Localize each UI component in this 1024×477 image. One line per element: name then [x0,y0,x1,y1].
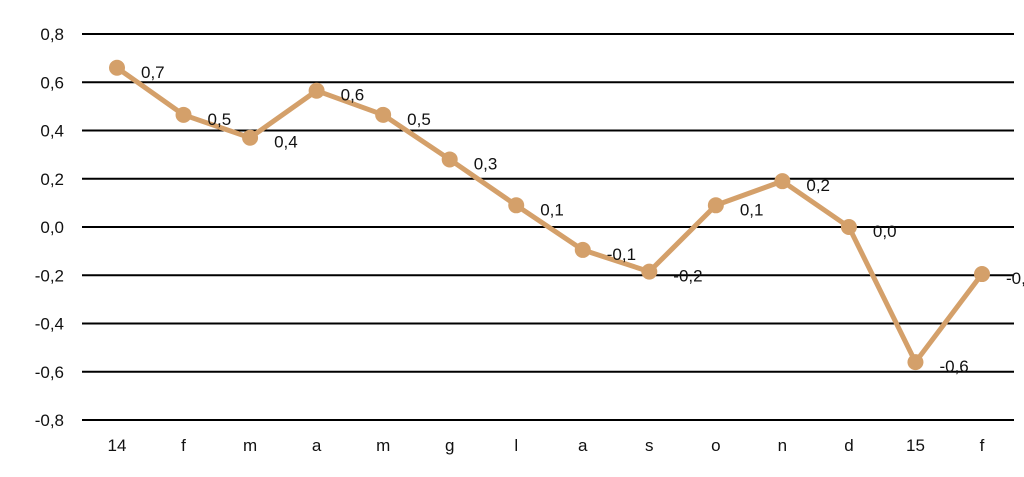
data-point [907,354,924,371]
data-label: 0,3 [474,154,498,173]
x-category-label: 15 [906,436,925,455]
data-label: 0,4 [274,133,298,152]
y-tick-label: -0,2 [35,266,64,285]
y-tick-label: -0,4 [35,315,64,334]
data-point [974,266,990,283]
y-tick-label: 0,8 [40,25,64,44]
data-label: -0,2 [673,267,702,286]
data-label: 0,0 [873,222,897,241]
y-tick-label: 0,6 [40,73,64,92]
x-category-label: 14 [108,436,127,455]
data-point [641,263,658,280]
x-category-label: a [312,436,322,455]
data-point [508,197,525,214]
data-point [175,106,192,123]
x-category-label: o [711,436,720,455]
data-label: -0,1 [607,245,636,264]
data-point-markers [109,59,990,371]
data-label: 0,2 [806,176,830,195]
data-label: 0,1 [740,200,764,219]
x-category-label: g [445,436,454,455]
x-category-label: l [514,436,518,455]
x-category-label: f [980,436,985,455]
x-category-label: n [778,436,787,455]
data-point [441,151,458,168]
y-axis-tick-labels: 0,8 0,6 0,4 0,2 0,0 -0,2 -0,4 -0,6 -0,8 [35,25,64,430]
x-category-label: m [243,436,257,455]
x-category-label: f [181,436,186,455]
data-label: 0,6 [341,86,365,105]
y-tick-label: -0,8 [35,411,64,430]
data-point [840,219,857,235]
data-label: 0,5 [407,110,431,129]
y-tick-label: -0,6 [35,363,64,382]
data-point [574,241,591,258]
x-category-label: m [376,436,390,455]
data-point [242,129,259,146]
data-label: 0,1 [540,200,564,219]
x-category-label: d [844,436,853,455]
series-line [114,65,985,365]
data-point [375,106,392,123]
data-point [707,197,724,214]
data-point [109,59,125,76]
data-label: -0,2 [1006,269,1024,288]
y-tick-label: 0,0 [40,218,64,237]
x-axis-category-labels: 14 f m a m g l a s o n d 15 f [108,436,985,455]
data-label: 0,5 [208,110,232,129]
x-category-label: s [645,436,654,455]
data-value-labels: 0,7 0,5 0,4 0,6 0,5 0,3 0,1 -0,1 -0,2 0,1 0,2 0,0 -0… [141,63,1024,376]
y-tick-label: 0,2 [40,170,64,189]
x-category-label: a [578,436,588,455]
data-label: -0,6 [939,357,968,376]
data-point [308,82,325,99]
series-line-path [114,65,985,365]
y-tick-label: 0,4 [40,122,64,141]
data-point [774,173,791,190]
data-label: 0,7 [141,63,165,82]
